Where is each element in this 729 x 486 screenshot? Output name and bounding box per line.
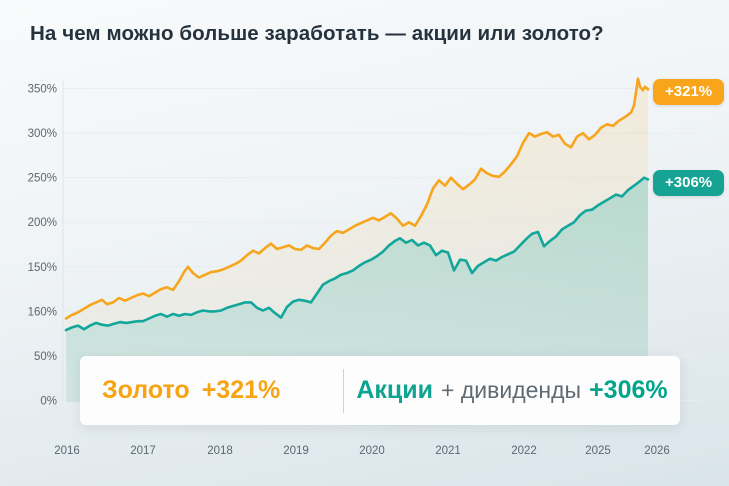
- legend-equities: Акции + дивиденды +306%: [344, 376, 680, 405]
- x-axis-labels: 2016 2017 2018 2019 2020 2021 2022 2025 2026: [54, 445, 670, 457]
- svg-text:2021: 2021: [435, 445, 461, 457]
- legend-gold: Золото +321%: [80, 376, 343, 405]
- svg-text:2019: 2019: [283, 445, 309, 457]
- legend-equities-mid: + дивиденды: [441, 377, 582, 403]
- legend-card: Золото +321% Акции + дивиденды +306%: [80, 356, 680, 425]
- equities-return-badge: +306%: [653, 170, 725, 196]
- svg-text:50%: 50%: [34, 351, 57, 363]
- svg-text:2016: 2016: [54, 445, 80, 457]
- svg-text:0%: 0%: [40, 396, 57, 408]
- svg-text:250%: 250%: [28, 173, 57, 185]
- svg-text:2018: 2018: [207, 445, 233, 457]
- svg-text:200%: 200%: [28, 217, 57, 229]
- svg-text:350%: 350%: [28, 84, 57, 96]
- y-axis-labels: 350% 300% 250% 200% 150% 160% 50% 0%: [28, 84, 57, 408]
- svg-text:2017: 2017: [130, 445, 156, 457]
- svg-text:150%: 150%: [28, 262, 57, 274]
- svg-text:2022: 2022: [511, 445, 537, 457]
- legend-divider: [343, 368, 344, 413]
- svg-text:2020: 2020: [359, 445, 385, 457]
- legend-equities-name: Акции: [356, 376, 434, 404]
- svg-text:2026: 2026: [644, 445, 670, 457]
- svg-text:160%: 160%: [28, 306, 57, 318]
- svg-text:2025: 2025: [585, 445, 611, 457]
- series-areas: [66, 78, 648, 402]
- legend-gold-name: Золото: [102, 376, 190, 404]
- svg-text:300%: 300%: [28, 128, 57, 140]
- legend-gold-value: +321%: [201, 376, 281, 404]
- legend-equities-value: +306%: [589, 376, 668, 404]
- page-title: На чем можно больше заработать — акции и…: [30, 22, 604, 45]
- series-lines: [64, 77, 650, 332]
- gold-return-badge: +321%: [653, 79, 725, 105]
